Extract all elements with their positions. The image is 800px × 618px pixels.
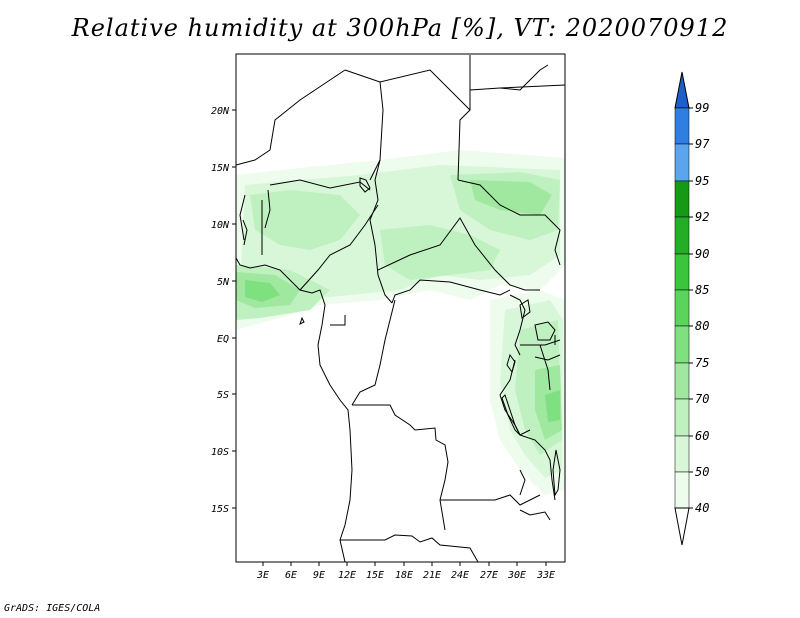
border-segment <box>539 344 551 391</box>
lon-tick-label: 3E <box>256 570 269 581</box>
border-segment <box>235 69 346 166</box>
colorbar-top-arrow <box>674 71 690 109</box>
border-segment <box>440 494 541 506</box>
lat-tick-label: 5S <box>217 390 229 401</box>
border-segment <box>352 404 449 531</box>
border-segment <box>519 434 556 501</box>
colorbar-label: 95 <box>695 174 709 188</box>
colorbar-segment <box>674 143 690 182</box>
border-segment <box>377 217 540 291</box>
lon-tick-label: 6E <box>285 570 297 581</box>
lake-albert <box>519 299 531 319</box>
border-segment <box>269 179 371 191</box>
border-segment <box>369 159 381 246</box>
map-frame <box>235 53 566 563</box>
lake-volta <box>242 219 248 246</box>
lat-tick-label: EQ <box>217 334 229 345</box>
longitude-axis: 3E 6E 9E 12E 15E 18E 21E 24E 27E 30E 33E <box>256 562 555 581</box>
rh-75-80-spot-east <box>545 390 560 422</box>
lon-tick-label: 27E <box>480 570 498 581</box>
border-segment <box>299 204 379 291</box>
lon-tick-label: 12E <box>338 570 356 581</box>
colorbar-label: 80 <box>695 319 709 333</box>
rh-60-70-west <box>250 190 360 250</box>
colorbar-segment <box>674 471 690 509</box>
colorbar-label: 60 <box>695 429 709 443</box>
colorbar-label: 70 <box>695 392 709 406</box>
rh-75-80-spot <box>245 280 280 302</box>
lon-tick-label: 9E <box>313 570 325 581</box>
border-segment <box>351 299 396 406</box>
colorbar-segment <box>674 362 690 400</box>
colorbar-label: 97 <box>695 137 710 151</box>
lat-tick-label: 15S <box>211 504 229 515</box>
border-segment <box>239 194 246 241</box>
border-segment <box>499 64 549 91</box>
latitude-axis: 20N 15N 10N 5N EQ 5S 10S 15S <box>211 106 236 515</box>
border-segment <box>264 189 271 229</box>
border-segment <box>391 279 511 304</box>
lon-tick-label: 33E <box>536 570 555 581</box>
rh-70-75-north <box>470 180 552 215</box>
lake-kivu <box>506 353 516 374</box>
lon-tick-label: 18E <box>395 570 413 581</box>
rh-60-70-central <box>380 225 500 280</box>
colorbar-label: 99 <box>695 101 709 115</box>
lat-tick-label: 15N <box>211 163 230 174</box>
colorbar-segment <box>674 107 690 145</box>
lat-tick-label: 20N <box>211 106 230 117</box>
lon-tick-label: 24E <box>451 570 469 581</box>
colorbar: 99 97 95 92 90 85 80 75 70 60 50 40 <box>674 71 710 546</box>
colorbar-segment <box>674 398 690 437</box>
colorbar-segment <box>674 325 690 364</box>
colorbar-segment <box>674 289 690 327</box>
border-segment <box>330 315 346 326</box>
border-segment <box>340 534 479 563</box>
colorbar-label: 85 <box>695 283 709 297</box>
lat-tick-label: 10S <box>211 447 229 458</box>
lon-tick-label: 15E <box>366 570 384 581</box>
lake-malawi <box>552 449 561 497</box>
lake-chad <box>359 177 371 193</box>
colorbar-segment <box>674 253 690 291</box>
colorbar-label: 50 <box>695 465 709 479</box>
colorbar-label: 75 <box>695 356 709 370</box>
border-segment <box>519 509 551 521</box>
lon-tick-label: 30E <box>507 570 526 581</box>
colorbar-segment <box>674 216 690 255</box>
border-segment <box>519 469 526 496</box>
colorbar-label: 90 <box>695 247 709 261</box>
border-segment <box>534 354 561 361</box>
country-borders <box>235 55 566 563</box>
lon-tick-label: 21E <box>423 570 441 581</box>
lake-victoria <box>534 321 556 341</box>
lat-tick-label: 10N <box>211 220 230 231</box>
lake-tanganyika <box>501 394 521 436</box>
border-segment <box>457 179 561 266</box>
lat-tick-label: 5N <box>217 277 230 288</box>
border-segment <box>374 244 393 304</box>
colorbar-segment <box>674 435 690 473</box>
colorbar-segment <box>674 180 690 218</box>
colorbar-label: 40 <box>695 501 709 515</box>
colorbar-label: 92 <box>695 210 709 224</box>
humidity-shading <box>236 150 565 495</box>
map-title: Relative humidity at 300hPa [%], VT: 202… <box>71 14 729 42</box>
colorbar-bottom-arrow <box>674 507 690 546</box>
coastline-west-africa <box>235 257 353 563</box>
border-segment <box>509 294 526 356</box>
border-segment <box>344 69 384 181</box>
credit-label: GrADS: IGES/COLA <box>4 603 101 614</box>
border-segment <box>469 84 566 91</box>
island-bioko <box>299 316 305 325</box>
